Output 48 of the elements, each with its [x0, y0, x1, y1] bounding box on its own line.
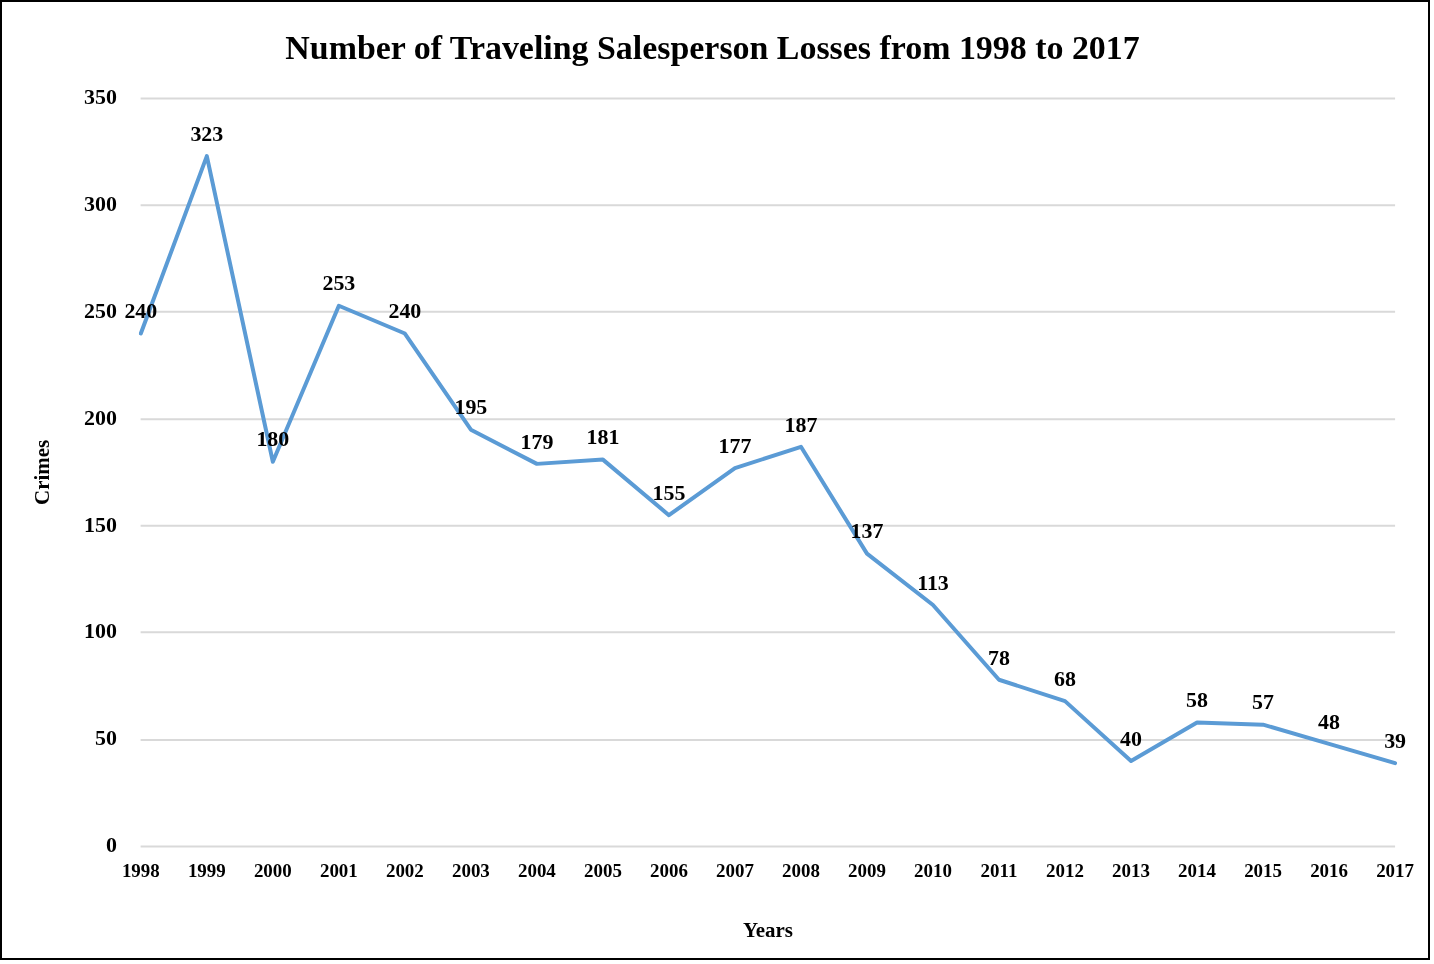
data-label: 195 — [454, 394, 488, 420]
x-tick-label: 2016 — [1310, 859, 1349, 881]
x-tick-label: 1999 — [187, 859, 226, 881]
y-axis-title: Crimes — [29, 439, 54, 505]
y-tick-label: 50 — [94, 725, 117, 751]
data-label: 39 — [1384, 727, 1407, 753]
y-tick-label: 200 — [84, 404, 117, 430]
x-tick-label: 2003 — [451, 859, 490, 881]
x-tick-label: 2010 — [914, 859, 952, 881]
x-tick-label: 2005 — [583, 859, 622, 881]
x-tick-label: 2008 — [782, 859, 820, 881]
x-tick-label: 2014 — [1178, 859, 1217, 881]
y-tick-label: 350 — [84, 84, 117, 110]
y-tick-label: 0 — [105, 832, 117, 858]
x-tick-label: 2000 — [253, 859, 292, 881]
x-axis-title: Years — [742, 917, 793, 942]
data-label: 177 — [718, 432, 752, 458]
y-tick-label: 100 — [84, 618, 117, 644]
data-label: 181 — [586, 424, 620, 450]
data-label: 48 — [1318, 708, 1341, 734]
x-tick-label: 2006 — [649, 859, 688, 881]
data-label: 323 — [190, 120, 224, 146]
data-label: 187 — [784, 411, 818, 437]
y-tick-label: 150 — [84, 511, 117, 537]
x-tick-label: 1998 — [121, 859, 160, 881]
x-tick-label: 2015 — [1244, 859, 1282, 881]
x-tick-label: 2004 — [517, 859, 557, 881]
x-tick-label: 2011 — [980, 859, 1018, 881]
x-tick-label: 2013 — [1112, 859, 1150, 881]
data-label: 155 — [652, 479, 686, 505]
x-tick-label: 2007 — [716, 859, 754, 881]
y-tick-label: 250 — [84, 297, 117, 323]
data-label: 40 — [1120, 725, 1143, 751]
x-tick-label: 2001 — [319, 859, 358, 881]
x-tick-label: 2012 — [1046, 859, 1084, 881]
data-label: 58 — [1186, 687, 1209, 713]
data-label: 253 — [322, 270, 356, 296]
x-tick-label: 2002 — [385, 859, 424, 881]
x-tick-label: 2009 — [848, 859, 886, 881]
chart-title: Number of Traveling Salesperson Losses from 1998 to 2017 — [285, 28, 1140, 66]
data-label: 78 — [988, 644, 1011, 670]
data-label: 179 — [520, 428, 554, 454]
data-label: 57 — [1252, 689, 1275, 715]
data-label: 113 — [917, 569, 949, 595]
y-tick-label: 300 — [84, 190, 117, 216]
x-tick-label: 2017 — [1376, 859, 1415, 881]
data-label: 240 — [388, 298, 422, 324]
data-label: 68 — [1054, 665, 1077, 691]
